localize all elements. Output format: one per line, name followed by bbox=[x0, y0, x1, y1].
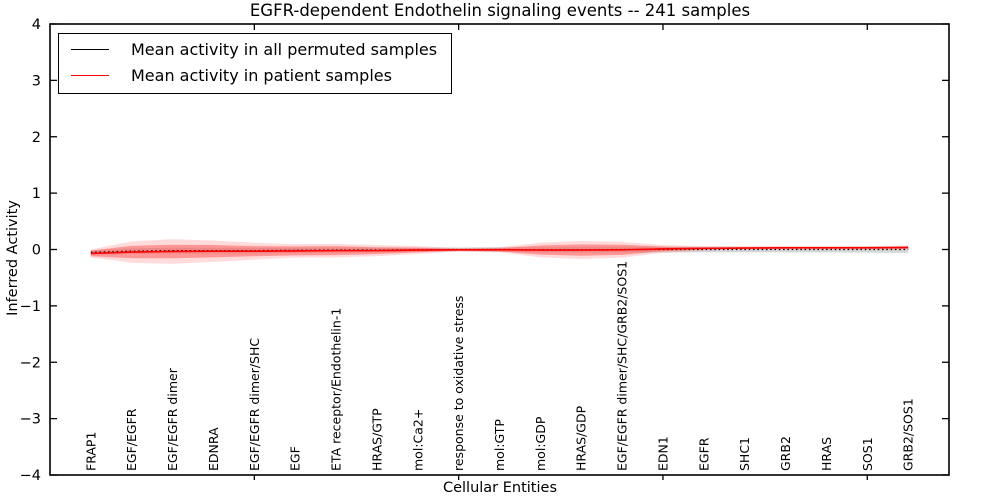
category-label: EDN1 bbox=[655, 436, 670, 471]
category-label: EGF/EGFR dimer bbox=[165, 367, 180, 471]
category-label: EGF/EGFR bbox=[124, 408, 139, 471]
category-label: response to oxidative stress bbox=[451, 296, 466, 471]
y-axis-label: Inferred Activity bbox=[5, 200, 21, 316]
series-line-patient bbox=[90, 246, 909, 255]
category-label: HRAS/GTP bbox=[369, 408, 384, 471]
y-tick-label: −4 bbox=[20, 468, 41, 484]
legend-line-sample-black bbox=[71, 49, 109, 50]
category-label: GRB2/SOS1 bbox=[901, 398, 916, 471]
x-axis-label: Cellular Entities bbox=[442, 480, 558, 496]
legend-line-sample-red bbox=[71, 75, 109, 76]
patient-samples-range-outer bbox=[90, 239, 909, 264]
y-tick-label: 3 bbox=[32, 73, 41, 89]
category-label: EGF/EGFR dimer/SHC/GRB2/SOS1 bbox=[615, 261, 630, 471]
category-label: mol:GTP bbox=[492, 419, 507, 471]
y-tick-label: 0 bbox=[32, 243, 41, 259]
category-label: SHC1 bbox=[737, 437, 752, 471]
category-label: EGFR bbox=[696, 437, 711, 471]
legend-entry-patient: Mean activity in patient samples bbox=[71, 66, 437, 85]
category-label: EDNRA bbox=[206, 427, 221, 471]
category-label: HRAS bbox=[819, 437, 834, 471]
legend-box: Mean activity in all permuted samples Me… bbox=[58, 33, 453, 94]
y-tick-label: 1 bbox=[32, 186, 41, 202]
y-tick-label: −2 bbox=[20, 355, 41, 371]
legend-label: Mean activity in all permuted samples bbox=[131, 40, 438, 59]
category-label: HRAS/GDP bbox=[574, 405, 589, 471]
category-label: EGF/EGFR dimer/SHC bbox=[247, 338, 262, 471]
legend-label: Mean activity in patient samples bbox=[131, 66, 392, 85]
category-label: mol:Ca2+ bbox=[410, 409, 425, 471]
legend-entry-permuted: Mean activity in all permuted samples bbox=[71, 40, 437, 59]
y-tick-label: −3 bbox=[20, 412, 41, 428]
category-label: ETA receptor/Endothelin-1 bbox=[329, 308, 344, 471]
y-tick-label: 2 bbox=[32, 130, 41, 146]
y-tick-label: −1 bbox=[20, 299, 41, 315]
category-label: FRAP1 bbox=[83, 432, 98, 471]
category-label: mol:GDP bbox=[533, 416, 548, 471]
y-tick-label: 4 bbox=[32, 17, 41, 33]
chart-title: EGFR-dependent Endothelin signaling even… bbox=[249, 1, 751, 20]
category-label: EGF bbox=[288, 446, 303, 471]
category-label: SOS1 bbox=[860, 437, 875, 471]
category-label: GRB2 bbox=[778, 436, 793, 471]
